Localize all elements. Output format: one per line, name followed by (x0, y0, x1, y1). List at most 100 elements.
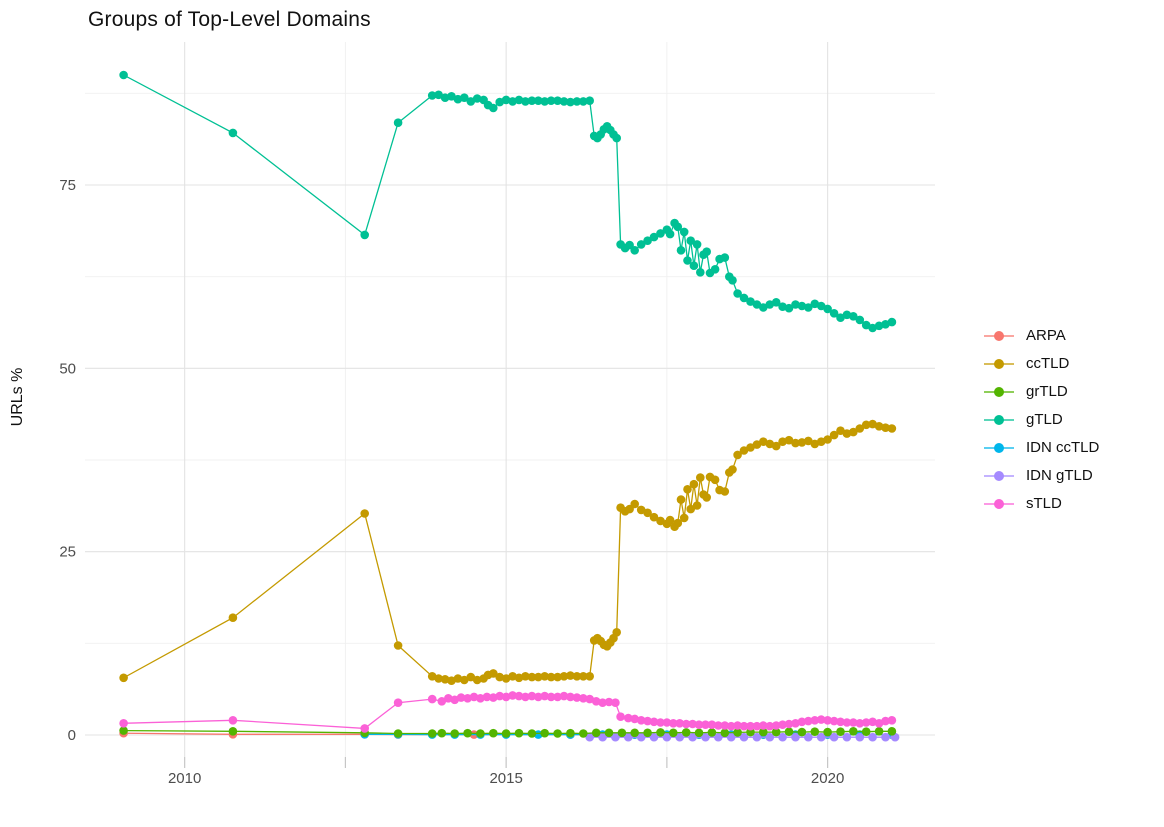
data-point (849, 727, 858, 736)
legend-key-dot (994, 330, 1004, 341)
data-point (836, 717, 845, 727)
data-point (624, 713, 633, 723)
data-point (579, 672, 588, 681)
data-point (676, 246, 686, 255)
series-idn-gtld (585, 732, 900, 742)
data-point (617, 728, 627, 738)
data-point (829, 732, 839, 742)
data-point (559, 97, 569, 106)
y-tick-label: 0 (68, 727, 76, 744)
data-point (534, 96, 543, 105)
x-tick-label: 2020 (811, 770, 844, 787)
data-point (469, 692, 479, 702)
data-point (527, 96, 537, 105)
data-point (662, 718, 672, 727)
data-point (466, 97, 476, 106)
data-point (784, 435, 794, 445)
data-point (427, 91, 437, 100)
data-point (228, 128, 238, 138)
data-point (669, 728, 678, 738)
data-point (887, 317, 897, 327)
data-point (771, 721, 781, 730)
data-point (460, 93, 469, 102)
legend-label: gTLD (1026, 411, 1063, 428)
data-point (759, 303, 768, 312)
data-point (598, 698, 607, 707)
data-point (463, 728, 472, 738)
data-point (559, 691, 569, 701)
legend-item-stld: sTLD (984, 494, 1099, 513)
data-point (759, 727, 768, 737)
data-point (546, 672, 556, 682)
data-point (566, 692, 575, 702)
data-point (624, 732, 633, 742)
data-point (733, 289, 742, 298)
data-point (119, 719, 128, 728)
data-point (752, 732, 762, 742)
data-point (546, 96, 556, 105)
data-point (771, 441, 781, 451)
data-point (662, 732, 672, 742)
data-point (689, 261, 699, 271)
data-point (572, 672, 582, 681)
data-point (804, 716, 813, 726)
data-point (686, 236, 695, 245)
data-point (649, 732, 659, 742)
data-point (501, 729, 511, 738)
data-point (566, 671, 575, 680)
data-point (683, 485, 692, 494)
legend-label: sTLD (1026, 495, 1062, 512)
data-point (579, 97, 588, 106)
data-point (675, 719, 684, 728)
data-point (836, 313, 845, 323)
data-point (791, 732, 800, 742)
legend-key-dot (994, 386, 1004, 397)
data-point (686, 504, 695, 514)
legend-item-grtld: grTLD (984, 382, 1099, 401)
data-point (746, 721, 755, 731)
data-point (728, 276, 737, 285)
data-point (521, 672, 530, 681)
data-point (868, 323, 877, 333)
data-point (816, 715, 826, 724)
data-point (553, 672, 562, 682)
data-point (636, 505, 646, 515)
grid-minor (85, 42, 935, 757)
data-point (752, 440, 762, 449)
data-point (784, 303, 794, 313)
legend-key-icon (984, 494, 1014, 513)
data-point (591, 728, 601, 738)
data-point (836, 727, 845, 736)
data-point (534, 692, 543, 702)
data-point (874, 727, 884, 736)
data-point (714, 721, 723, 730)
data-point (495, 691, 505, 701)
data-point (572, 97, 582, 106)
data-point (440, 93, 450, 102)
data-point (527, 672, 537, 682)
data-point (679, 227, 689, 237)
data-point (540, 728, 549, 738)
data-point (604, 728, 614, 738)
data-point (720, 487, 730, 496)
data-point (616, 712, 625, 721)
data-point (855, 732, 865, 742)
x-tick-label: 2010 (168, 770, 201, 787)
data-point (752, 721, 762, 731)
data-point (495, 672, 505, 682)
data-point (739, 732, 749, 742)
data-point (501, 95, 511, 105)
data-point (521, 97, 530, 106)
data-point (119, 726, 128, 735)
y-tick-label: 50 (59, 360, 76, 377)
data-point (675, 732, 684, 742)
data-point (450, 729, 460, 738)
data-point (489, 669, 498, 678)
data-point (739, 293, 749, 303)
legend-key-icon (984, 466, 1014, 485)
data-point (829, 430, 839, 440)
data-point (604, 697, 614, 707)
legend-key-dot (994, 498, 1004, 509)
